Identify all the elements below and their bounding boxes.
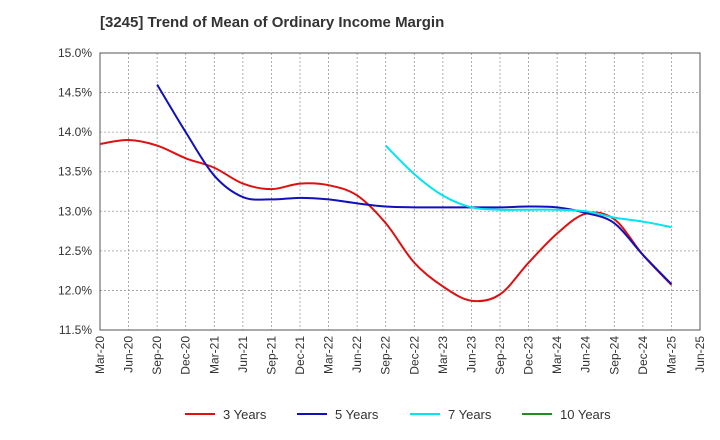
chart-title: [3245] Trend of Mean of Ordinary Income …: [100, 14, 444, 31]
x-tick-label: Jun-20: [122, 336, 136, 373]
x-tick-label: Sep-24: [607, 336, 621, 375]
y-tick-label: 15.0%: [58, 46, 92, 60]
legend-label-10-years: 10 Years: [560, 407, 611, 422]
legend-label-7-years: 7 Years: [448, 407, 492, 422]
series-line-5-years: [156, 84, 673, 285]
y-tick-label: 14.0%: [58, 125, 92, 139]
x-tick-label: Jun-22: [350, 336, 364, 373]
y-tick-label: 13.5%: [58, 165, 92, 179]
x-tick-label: Dec-22: [407, 336, 421, 375]
x-tick-label: Jun-23: [464, 336, 478, 373]
series-lines: [99, 84, 673, 303]
x-tick-label: Dec-24: [636, 336, 650, 375]
x-tick-label: Dec-23: [522, 336, 536, 375]
y-tick-label: 11.5%: [59, 323, 92, 337]
y-tick-label: 12.0%: [58, 283, 92, 297]
legend: 3 Years 5 Years 7 Years 10 Years: [185, 407, 611, 422]
grid: [99, 52, 701, 331]
x-tick-label: Sep-23: [493, 336, 507, 375]
legend-label-3-years: 3 Years: [223, 407, 267, 422]
y-tick-label: 14.5%: [58, 86, 92, 100]
x-tick-label: Sep-22: [379, 336, 393, 375]
y-axis-ticks: 15.0% 14.5% 14.0% 13.5% 13.0% 12.5% 12.0% 11.5%: [58, 46, 92, 337]
y-tick-label: 12.5%: [58, 244, 92, 258]
x-tick-label: Jun-24: [579, 336, 593, 373]
x-tick-label: Mar-21: [207, 336, 221, 374]
legend-label-5-years: 5 Years: [335, 407, 379, 422]
series-line-7-years: [385, 144, 672, 229]
x-tick-label: Mar-23: [436, 336, 450, 374]
x-tick-label: Jun-21: [236, 336, 250, 373]
x-tick-label: Mar-24: [550, 336, 564, 374]
x-tick-label: Mar-20: [93, 336, 107, 374]
x-tick-label: Mar-25: [664, 336, 678, 374]
x-tick-label: Sep-20: [150, 336, 164, 375]
y-tick-label: 13.0%: [58, 204, 92, 218]
x-tick-label: Mar-22: [322, 336, 336, 374]
plot-area: [100, 53, 700, 330]
x-tick-label: Dec-20: [179, 336, 193, 375]
plot-border: [99, 52, 701, 331]
x-tick-label: Jun-25: [693, 336, 707, 373]
series-line-3-years: [99, 139, 673, 303]
x-tick-label: Dec-21: [293, 336, 307, 375]
x-axis-ticks: Mar-20 Jun-20 Sep-20 Dec-20 Mar-21 Jun-21 Sep-…: [93, 336, 707, 375]
x-tick-label: Sep-21: [264, 336, 278, 375]
